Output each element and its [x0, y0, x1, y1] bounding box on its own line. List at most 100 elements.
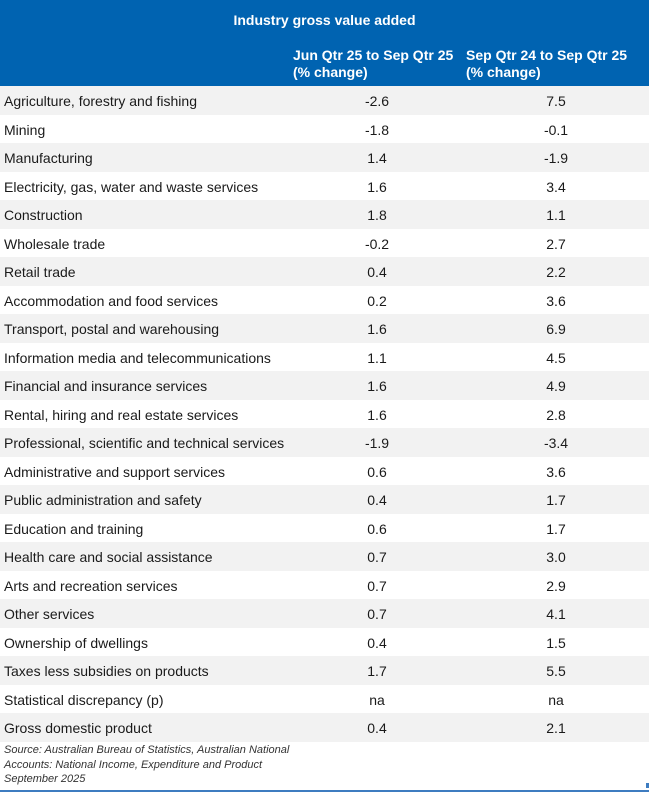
table-row: Construction 1.8 1.1 [0, 200, 649, 229]
industry-label: Transport, postal and warehousing [4, 321, 220, 337]
resize-corner [646, 783, 649, 788]
table-header: Industry gross value added Jun Qtr 25 to… [0, 0, 649, 86]
table-row: Other services 0.7 4.1 [0, 599, 649, 628]
annual-change-value: 3.6 [546, 463, 566, 480]
table-row: Administrative and support services 0.6 … [0, 456, 649, 485]
quarterly-change-value: 1.8 [367, 207, 387, 223]
industry-label: Statistical discrepancy (p) [4, 691, 164, 708]
quarterly-change-value: 0.4 [367, 720, 387, 736]
table-row: Arts and recreation services 0.7 2.9 [0, 570, 649, 599]
annual-change-value: 1.7 [546, 492, 566, 508]
annual-change-value: 3.6 [546, 292, 566, 309]
table-row: Information media and telecommunications… [0, 342, 649, 371]
annual-change-value: na [548, 691, 564, 708]
annual-change-value: 1.5 [546, 634, 566, 651]
table-row: Electricity, gas, water and waste servic… [0, 171, 649, 200]
industry-label: Financial and insurance services [4, 378, 208, 394]
table-row: Retail trade 0.4 2.2 [0, 257, 649, 286]
annual-change-value: 6.9 [546, 321, 566, 337]
industry-label: Electricity, gas, water and waste servic… [4, 178, 259, 195]
quarterly-change-value: 0.6 [367, 463, 387, 480]
quarterly-change-value: 1.1 [367, 349, 387, 366]
annual-change-value: 2.1 [546, 720, 566, 736]
annual-change-value: 4.9 [546, 378, 566, 394]
quarterly-change-value: 1.6 [367, 178, 387, 195]
quarterly-change-value: -2.6 [364, 93, 390, 109]
quarterly-change-value: 1.6 [367, 406, 387, 423]
annual-change-value: 5.5 [546, 663, 566, 679]
industry-label: Administrative and support services [4, 463, 225, 480]
annual-change-value: 7.5 [546, 93, 566, 109]
industry-label: Manufacturing [4, 150, 93, 166]
industry-label: Rental, hiring and real estate services [4, 406, 239, 423]
source-note: Source: Australian Bureau of Statistics,… [4, 744, 290, 785]
industry-label: Gross domestic product [4, 720, 152, 736]
quarterly-change-value: 0.6 [367, 520, 387, 537]
table-body: Agriculture, forestry and fishing -2.6 7… [0, 86, 649, 742]
table-row: Financial and insurance services 1.6 4.9 [0, 371, 649, 400]
table-row: Gross domestic product 0.4 2.1 [0, 713, 649, 742]
quarterly-change-value: na [369, 691, 385, 708]
annual-change-value: 3.0 [546, 549, 566, 565]
table-title: Industry gross value added [233, 12, 416, 28]
table-row: Public administration and safety 0.4 1.7 [0, 485, 649, 514]
column-header-annual-line1: Sep Qtr 24 to Sep Qtr 25 [466, 47, 628, 63]
annual-change-value: 4.1 [546, 606, 566, 622]
table-row: Health care and social assistance 0.7 3.… [0, 542, 649, 571]
quarterly-change-value: 0.7 [367, 549, 387, 565]
industry-label: Public administration and safety [4, 492, 202, 508]
quarterly-change-value: 1.6 [367, 321, 387, 337]
quarterly-change-value: 0.4 [367, 492, 387, 508]
industry-label: Wholesale trade [4, 235, 106, 252]
quarterly-change-value: 0.4 [367, 264, 387, 280]
annual-change-value: 1.7 [546, 520, 566, 537]
quarterly-change-value: -0.2 [364, 235, 390, 252]
table-row: Transport, postal and warehousing 1.6 6.… [0, 314, 649, 343]
industry-label: Retail trade [4, 264, 76, 280]
quarterly-change-value: -1.9 [364, 435, 390, 451]
annual-change-value: 3.4 [546, 178, 566, 195]
table-row: Education and training 0.6 1.7 [0, 513, 649, 542]
industry-label: Construction [4, 207, 83, 223]
column-header-quarterly: Jun Qtr 25 to Sep Qtr 25 (% change) [293, 47, 453, 81]
quarterly-change-value: 1.6 [367, 378, 387, 394]
annual-change-value: 2.9 [546, 577, 566, 594]
column-header-annual-line2: (% change) [466, 64, 541, 80]
annual-change-value: 2.7 [546, 235, 566, 252]
quarterly-change-value: 0.2 [367, 292, 387, 309]
annual-change-value: -1.9 [543, 150, 569, 166]
table-row: Wholesale trade -0.2 2.7 [0, 228, 649, 257]
quarterly-change-value: -1.8 [364, 121, 390, 138]
table-row: Manufacturing 1.4 -1.9 [0, 143, 649, 172]
industry-label: Arts and recreation services [4, 577, 178, 594]
column-header-quarterly-line2: (% change) [293, 64, 368, 80]
annual-change-value: -0.1 [543, 121, 569, 138]
quarterly-change-value: 0.4 [367, 634, 387, 651]
quarterly-change-value: 0.7 [367, 606, 387, 622]
industry-label: Taxes less subsidies on products [4, 663, 209, 679]
industry-label: Professional, scientific and technical s… [4, 435, 285, 451]
industry-label: Ownership of dwellings [4, 634, 148, 651]
quarterly-change-value: 0.7 [367, 577, 387, 594]
table-row: Taxes less subsidies on products 1.7 5.5 [0, 656, 649, 685]
table-row: Agriculture, forestry and fishing -2.6 7… [0, 86, 649, 115]
quarterly-change-value: 1.4 [367, 150, 387, 166]
column-header-annual: Sep Qtr 24 to Sep Qtr 25 (% change) [466, 47, 627, 81]
quarterly-change-value: 1.7 [367, 663, 387, 679]
industry-label: Other services [4, 606, 95, 622]
table-row: Mining -1.8 -0.1 [0, 114, 649, 143]
table-row: Statistical discrepancy (p) na na [0, 684, 649, 713]
table-row: Accommodation and food services 0.2 3.6 [0, 285, 649, 314]
industry-label: Accommodation and food services [4, 292, 218, 309]
industry-label: Health care and social assistance [4, 549, 213, 565]
industry-label: Information media and telecommunications [4, 349, 271, 366]
table-row: Professional, scientific and technical s… [0, 428, 649, 457]
industry-label: Education and training [4, 520, 144, 537]
table-row: Ownership of dwellings 0.4 1.5 [0, 627, 649, 656]
industry-label: Mining [4, 121, 46, 138]
annual-change-value: 4.5 [546, 349, 566, 366]
annual-change-value: 2.2 [546, 264, 566, 280]
annual-change-value: -3.4 [543, 435, 569, 451]
column-header-quarterly-line1: Jun Qtr 25 to Sep Qtr 25 [293, 47, 454, 63]
